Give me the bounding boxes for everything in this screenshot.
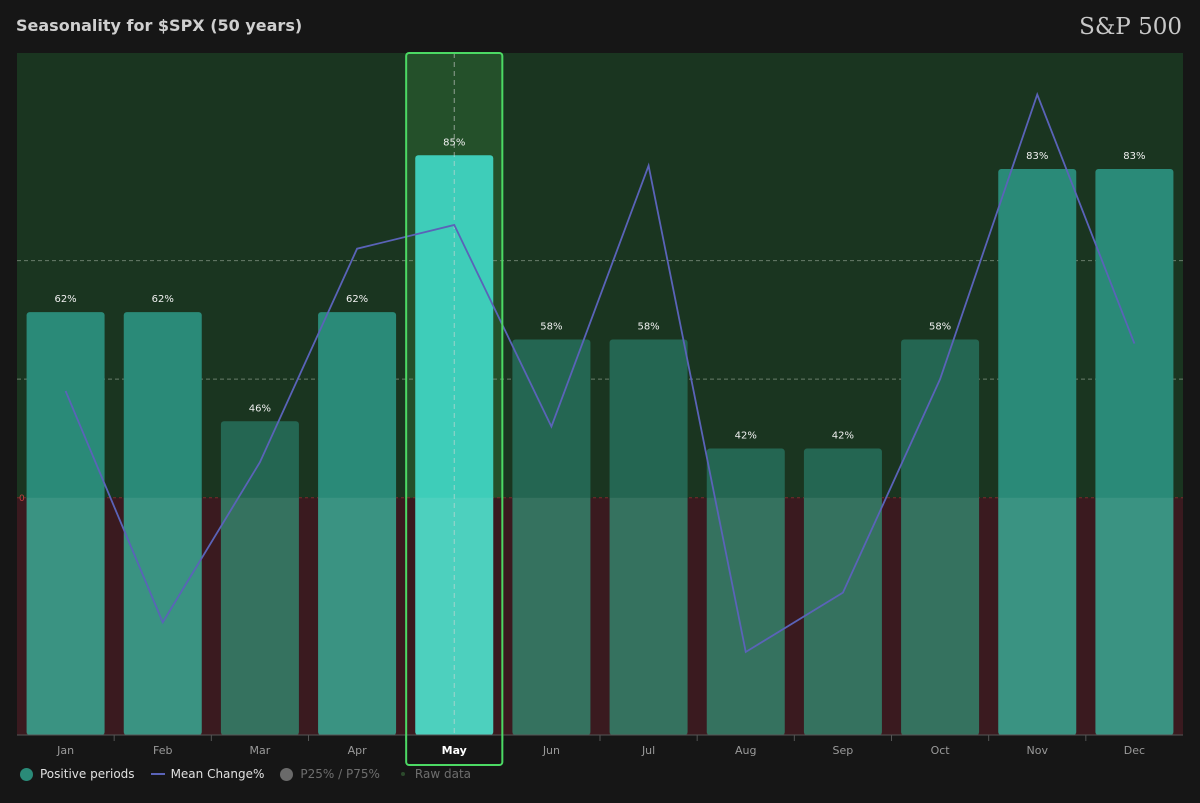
legend-raw-label: Raw data xyxy=(414,767,472,781)
bar-lower-feb xyxy=(123,497,202,735)
bar-lower-jan xyxy=(26,497,105,735)
bar-lower-dec xyxy=(1095,497,1174,735)
bar-oct[interactable] xyxy=(901,339,980,735)
x-tick-label-jul: Jul xyxy=(641,744,655,757)
legend-positive-periods[interactable]: Positive periods xyxy=(20,767,135,781)
data-label-feb: 62% xyxy=(152,294,174,305)
data-label-apr: 62% xyxy=(346,294,368,305)
mean-change-line[interactable] xyxy=(64,91,1136,654)
x-tick-label-oct: Oct xyxy=(931,744,951,757)
legend-mean-label: Mean Change% xyxy=(170,767,265,781)
bar-nov[interactable] xyxy=(998,168,1077,735)
data-label-jul: 58% xyxy=(637,321,659,332)
legend-positive-dot xyxy=(20,767,33,781)
bar-lower-jun xyxy=(512,497,591,735)
bar-lower-nov xyxy=(998,497,1077,735)
data-label-dec: 83% xyxy=(1123,151,1145,162)
bar-jun[interactable] xyxy=(512,339,591,735)
legend-mean-change[interactable]: Mean Change% xyxy=(150,767,265,781)
chart-legend: Positive periods Mean Change% P25% / P75… xyxy=(20,767,487,781)
bar-dec[interactable] xyxy=(1095,168,1174,735)
x-tick-label-sep: Sep xyxy=(833,744,854,757)
x-tick-label-apr: Apr xyxy=(348,744,368,757)
legend-raw-dot xyxy=(400,772,405,776)
bar-lower-jul xyxy=(609,497,688,735)
bar-feb[interactable] xyxy=(123,312,202,735)
x-tick-label-jan: Jan xyxy=(56,744,74,757)
legend-percentiles[interactable]: P25% / P75% xyxy=(280,767,380,781)
x-tick-label-aug: Aug xyxy=(735,744,756,757)
data-label-oct: 58% xyxy=(929,321,951,332)
bar-mar[interactable] xyxy=(220,421,299,735)
bar-lower-mar xyxy=(220,497,299,735)
data-label-may: 85% xyxy=(443,137,465,148)
data-label-jan: 62% xyxy=(54,294,76,305)
bar-lower-oct xyxy=(901,497,980,735)
negative-zone xyxy=(17,497,1183,735)
x-tick-label-feb: Feb xyxy=(153,744,172,757)
bar-may[interactable] xyxy=(415,155,494,736)
legend-percentiles-dot xyxy=(280,767,294,781)
x-tick-label-may: May xyxy=(442,744,467,757)
x-tick-label-dec: Dec xyxy=(1124,744,1145,757)
legend-percentiles-label: P25% / P75% xyxy=(300,767,380,781)
data-label-jun: 58% xyxy=(540,321,562,332)
bar-lower-aug xyxy=(706,497,785,735)
bar-apr[interactable] xyxy=(318,312,397,735)
data-label-aug: 42% xyxy=(735,431,757,442)
legend-positive-label: Positive periods xyxy=(40,767,135,781)
data-label-mar: 46% xyxy=(249,403,271,414)
bar-jan[interactable] xyxy=(26,312,105,735)
bar-lower-apr xyxy=(318,497,397,735)
x-tick-label-nov: Nov xyxy=(1027,744,1049,757)
watermark-text: S&P 500 xyxy=(1079,14,1182,40)
legend-raw-data[interactable]: Raw data xyxy=(396,767,471,781)
x-tick-label-mar: Mar xyxy=(250,744,271,757)
bar-aug[interactable] xyxy=(706,448,785,735)
x-tick-label-jun: Jun xyxy=(542,744,560,757)
positive-zone xyxy=(17,53,1183,498)
zero-label: 0 xyxy=(19,494,25,504)
data-label-sep: 42% xyxy=(832,431,854,442)
legend-mean-line xyxy=(150,773,165,775)
bar-jul[interactable] xyxy=(609,339,688,735)
chart-title: Seasonality for $SPX (50 years) xyxy=(16,16,303,35)
selected-month-highlight xyxy=(405,52,504,766)
data-label-nov: 83% xyxy=(1026,151,1048,162)
